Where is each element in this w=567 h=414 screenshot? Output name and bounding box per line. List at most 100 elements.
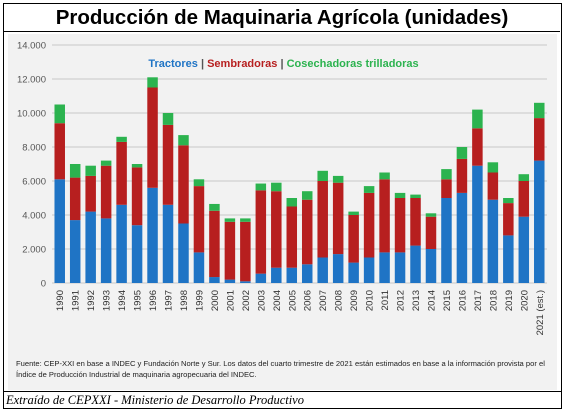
x-tick-label: 1998 [179, 290, 190, 311]
bar-sembradoras [363, 192, 375, 258]
bar-tractores [441, 198, 452, 283]
bar-cosechadoras-trilladoras [209, 203, 220, 211]
bar-sembradoras [534, 118, 545, 161]
bar-sembradoras [472, 128, 483, 166]
chart-legend: Tractores | Sembradoras | Cosechadoras t… [0, 58, 567, 70]
bar-cosechadoras-trilladoras [69, 164, 81, 178]
bar-sembradoras [410, 198, 421, 246]
bar-tractores [147, 187, 158, 283]
bar-cosechadoras-trilladoras [503, 198, 514, 204]
bar-cosechadoras-trilladoras [224, 218, 236, 222]
bar-tractores [487, 199, 499, 283]
legend-sembradoras: Sembradoras [207, 58, 278, 70]
source-note: Fuente: CEP-XXI en base a INDEC y Fundac… [16, 359, 545, 379]
bar-cosechadoras-trilladoras [472, 109, 483, 129]
x-tick-label: 1994 [117, 290, 128, 311]
y-tick-label: 2.000 [22, 245, 46, 256]
bar-tractores [286, 267, 298, 283]
bar-cosechadoras-trilladoras [193, 179, 205, 187]
bar-sembradoras [441, 179, 452, 198]
bar-sembradoras [224, 221, 236, 280]
x-tick-label: 2011 [380, 290, 391, 310]
legend-cosechadoras: Cosechadoras trilladoras [286, 58, 419, 70]
bar-sembradoras [332, 182, 344, 255]
bar-cosechadoras-trilladoras [456, 147, 468, 159]
bar-sembradoras [69, 177, 81, 221]
x-tick-label: 2014 [426, 290, 437, 311]
x-tick-label: 1995 [133, 290, 144, 311]
bar-tractores [162, 204, 174, 283]
bar-cosechadoras-trilladoras [85, 165, 96, 176]
bar-sembradoras [178, 145, 189, 224]
bar-tractores [348, 262, 359, 283]
bar-tractores [410, 245, 421, 283]
page-title: Producción de Maquinaria Agrícola (unida… [4, 4, 560, 32]
y-tick-label: 10.000 [17, 109, 46, 120]
bar-sembradoras [348, 215, 359, 263]
bar-tractores [472, 165, 483, 283]
bar-cosechadoras-trilladoras [317, 170, 328, 181]
x-tick-label: 2006 [303, 290, 314, 311]
bar-tractores [69, 220, 81, 283]
bar-cosechadoras-trilladoras [255, 183, 267, 191]
bar-cosechadoras-trilladoras [348, 211, 359, 215]
x-tick-label: 2000 [210, 290, 221, 311]
x-tick-label: 2020 [519, 290, 530, 311]
bar-tractores [271, 267, 282, 283]
bar-tractores [503, 235, 514, 283]
x-tick-label: 2008 [334, 290, 345, 311]
x-tick-label: 1996 [148, 290, 159, 311]
bar-cosechadoras-trilladoras [394, 192, 406, 198]
bar-sembradoras [518, 181, 530, 217]
bar-tractores [116, 204, 127, 283]
bar-cosechadoras-trilladoras [379, 172, 390, 180]
bar-tractores [178, 223, 189, 283]
y-tick-label: 6.000 [22, 177, 46, 188]
x-tick-label: 2012 [396, 290, 407, 311]
bar-tractores [255, 273, 267, 283]
bar-sembradoras [503, 203, 514, 236]
bar-sembradoras [255, 190, 267, 274]
x-tick-label: 2007 [318, 290, 329, 311]
x-tick-label: 2013 [411, 290, 422, 311]
x-tick-label: 2001 [225, 290, 236, 311]
legend-tractores: Tractores [148, 58, 198, 70]
x-tick-label: 2016 [457, 290, 468, 311]
bar-cosechadoras-trilladoras [441, 169, 452, 180]
bar-sembradoras [301, 199, 313, 265]
bar-sembradoras [379, 179, 390, 253]
legend-separator: | [280, 58, 287, 70]
bar-cosechadoras-trilladoras [425, 213, 437, 217]
bar-sembradoras [85, 175, 96, 212]
x-tick-label: 2004 [272, 290, 283, 311]
x-tick-label: 2021 (est.) [535, 290, 546, 335]
bar-cosechadoras-trilladoras [240, 218, 251, 222]
bar-cosechadoras-trilladoras [301, 191, 313, 200]
x-tick-label: 1999 [194, 290, 205, 311]
bar-cosechadoras-trilladoras [178, 135, 189, 146]
bar-tractores [363, 257, 375, 283]
bar-tractores [100, 218, 112, 283]
bar-cosechadoras-trilladoras [162, 113, 174, 125]
bar-tractores [54, 179, 65, 283]
bar-cosechadoras-trilladoras [100, 160, 112, 166]
bar-tractores [193, 252, 205, 283]
bar-cosechadoras-trilladoras [54, 104, 65, 124]
bar-tractores [518, 216, 530, 283]
bar-sembradoras [147, 87, 158, 188]
bar-sembradoras [116, 141, 127, 205]
bar-sembradoras [286, 206, 298, 268]
bar-sembradoras [54, 123, 65, 180]
bar-cosechadoras-trilladoras [147, 77, 158, 88]
x-tick-label: 2002 [241, 290, 252, 311]
bar-sembradoras [193, 186, 205, 253]
x-tick-label: 2017 [473, 290, 484, 311]
y-tick-label: 8.000 [22, 143, 46, 154]
footer-credit: Extraído de CEPXXI - Ministerio de Desar… [3, 391, 562, 409]
bar-sembradoras [487, 172, 499, 200]
bar-sembradoras [100, 165, 112, 219]
bar-sembradoras [456, 158, 468, 193]
x-tick-label: 2003 [256, 290, 267, 311]
bar-tractores [456, 192, 468, 283]
x-tick-label: 1993 [102, 290, 113, 311]
